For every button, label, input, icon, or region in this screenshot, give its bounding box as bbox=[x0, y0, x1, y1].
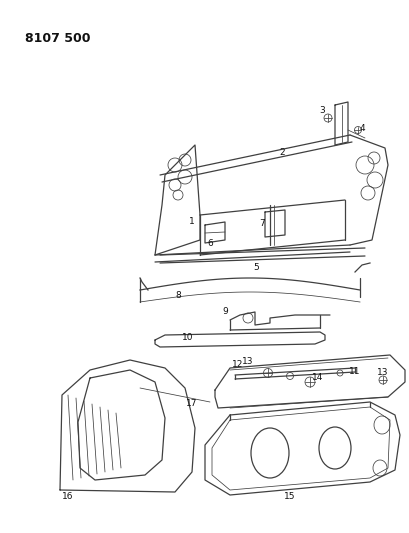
Text: 12: 12 bbox=[232, 360, 243, 369]
Text: 15: 15 bbox=[283, 492, 295, 502]
Text: 13: 13 bbox=[376, 368, 388, 377]
Text: 17: 17 bbox=[186, 400, 197, 408]
Text: 13: 13 bbox=[242, 358, 253, 367]
Text: 7: 7 bbox=[258, 220, 264, 229]
Text: 8107 500: 8107 500 bbox=[25, 32, 90, 45]
Text: 14: 14 bbox=[312, 374, 323, 383]
Text: 10: 10 bbox=[182, 334, 193, 343]
Text: 8: 8 bbox=[175, 290, 180, 300]
Text: 6: 6 bbox=[207, 238, 212, 247]
Text: 5: 5 bbox=[252, 262, 258, 271]
Text: 2: 2 bbox=[279, 148, 284, 157]
Text: 1: 1 bbox=[189, 217, 194, 227]
Text: 3: 3 bbox=[318, 106, 324, 115]
Text: 16: 16 bbox=[62, 492, 74, 502]
Text: 11: 11 bbox=[348, 367, 360, 376]
Text: 4: 4 bbox=[358, 124, 364, 133]
Text: 9: 9 bbox=[222, 308, 227, 317]
